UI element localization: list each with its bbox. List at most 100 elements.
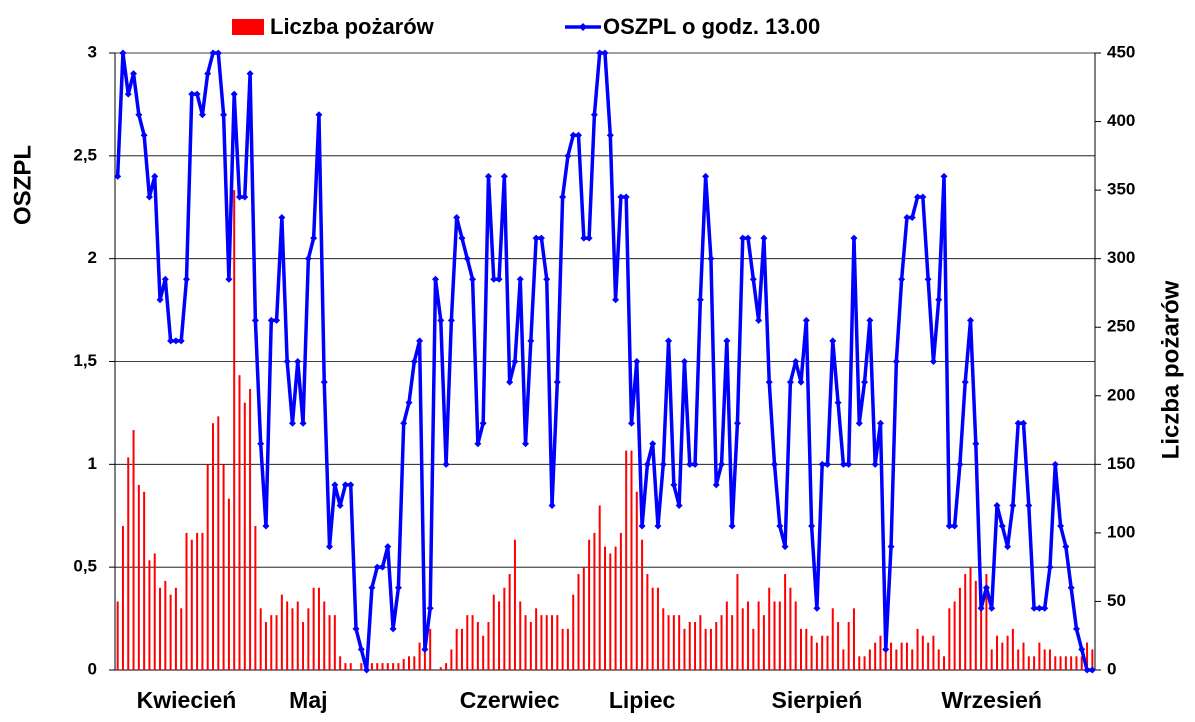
marker [1046,563,1054,571]
bar [890,642,893,670]
bar [704,628,707,670]
bar [524,615,527,670]
bar [1080,656,1083,670]
bar [498,601,501,670]
marker [1019,419,1027,427]
marker [617,193,625,201]
bar [381,663,384,670]
bar [259,608,262,670]
bar [238,375,241,670]
bar [996,635,998,670]
marker [431,275,439,283]
marker [384,543,392,551]
bar [762,615,765,670]
bar [741,608,744,670]
marker [310,234,318,242]
bar [593,532,596,670]
bar [826,635,829,670]
y-axis-label: OSZPL [9,145,36,225]
bar [598,505,601,670]
marker [288,419,296,427]
bar [821,635,824,670]
bar [985,574,988,670]
marker [278,214,286,222]
marker [569,131,577,139]
bar [482,635,485,670]
legend-label: Liczba pożarów [270,14,435,39]
marker [1004,543,1012,551]
marker [622,193,630,201]
bar [667,615,670,670]
marker [474,440,482,448]
marker [659,460,667,468]
bar [508,574,511,670]
marker [580,234,588,242]
bar [927,642,930,670]
marker [500,172,508,180]
bar [476,622,479,670]
marker [606,131,614,139]
bar [709,628,712,670]
marker [140,131,148,139]
y-tick-label: 2 [88,248,97,267]
marker [627,419,635,427]
bar [323,601,326,670]
marker [786,378,794,386]
y2-tick-label: 450 [1107,42,1135,61]
bar [471,615,474,670]
bar [254,526,257,670]
bar [264,622,267,670]
bar [540,615,543,670]
marker [368,584,376,592]
marker [977,604,985,612]
marker [686,460,694,468]
marker [850,234,858,242]
marker [209,49,217,57]
marker [876,419,884,427]
bar [1054,656,1057,670]
bar [974,580,977,670]
bar [307,608,310,670]
y2-tick-label: 400 [1107,111,1135,130]
legend-marker [579,23,587,31]
marker [1083,666,1091,674]
x-tick-label: Lipiec [609,687,676,713]
marker [945,522,953,530]
marker [675,501,683,509]
marker [400,419,408,427]
marker [813,604,821,612]
marker [914,193,922,201]
bar [619,532,622,670]
marker [982,584,990,592]
bar [646,574,649,670]
marker [845,460,853,468]
bar [127,457,130,670]
bar [651,587,654,670]
marker [331,481,339,489]
marker [347,481,355,489]
marker [755,316,763,324]
bar [201,532,204,670]
bar [185,532,188,670]
marker [262,522,270,530]
bar [302,622,305,670]
bar [423,642,426,670]
bar [635,491,638,670]
marker [479,419,487,427]
bar [164,580,167,670]
bar [333,615,336,670]
bar [291,608,294,670]
bar [328,615,331,670]
marker [797,378,805,386]
marker [1072,625,1080,633]
bar [270,615,273,670]
marker [437,316,445,324]
marker [967,316,975,324]
marker [1035,604,1043,612]
bar [837,622,840,670]
marker [373,563,381,571]
bar [180,608,183,670]
marker [654,522,662,530]
marker [469,275,477,283]
